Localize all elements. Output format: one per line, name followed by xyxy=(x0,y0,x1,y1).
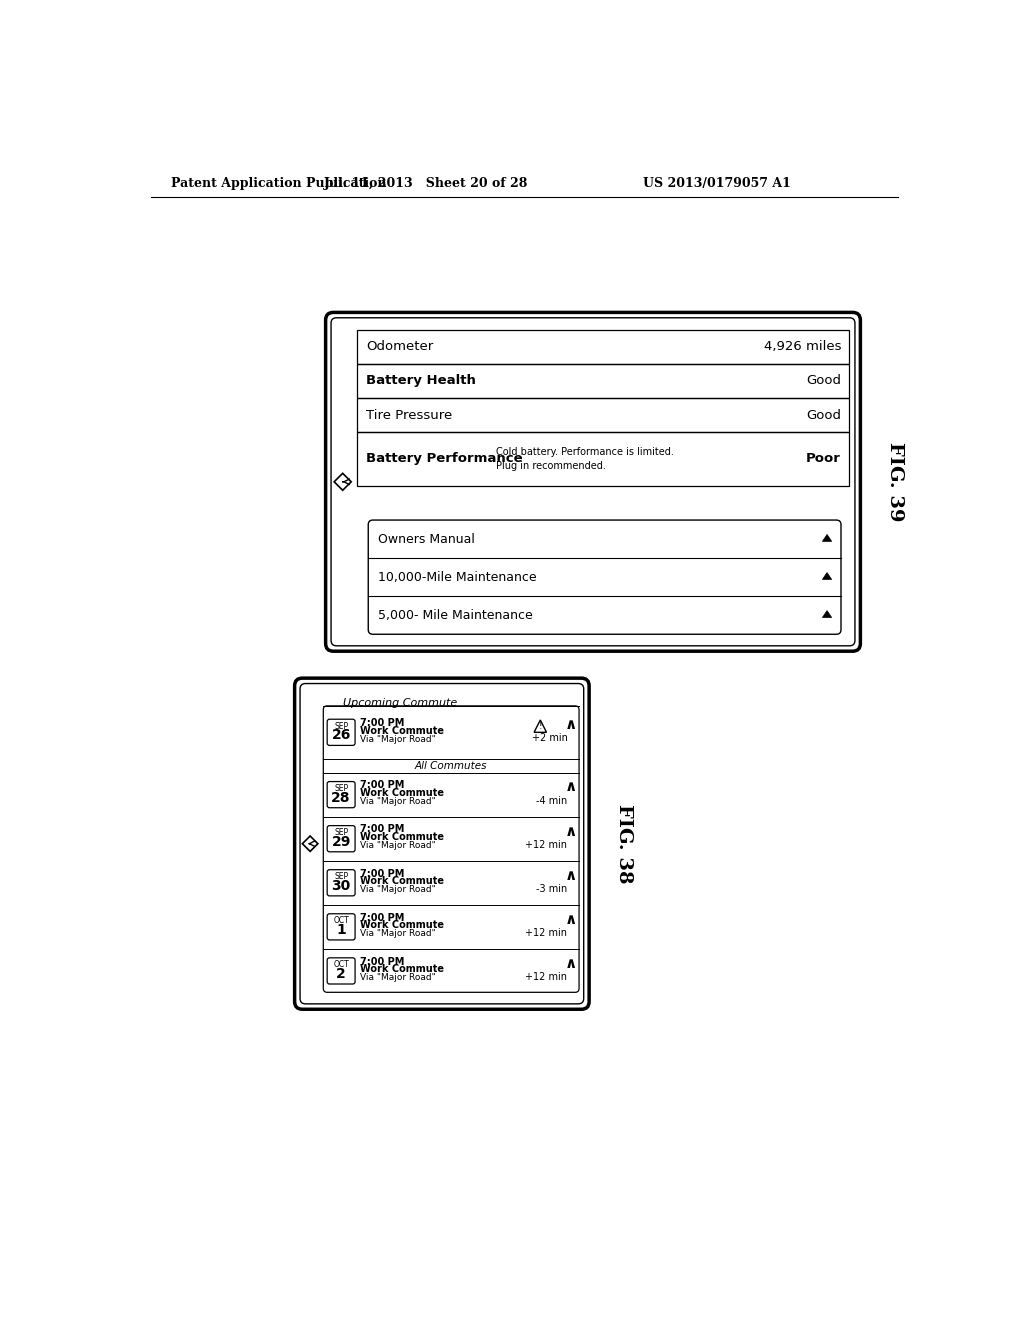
Text: 5,000- Mile Maintenance: 5,000- Mile Maintenance xyxy=(378,609,532,622)
Text: 7:00 PM: 7:00 PM xyxy=(359,912,404,923)
Text: 30: 30 xyxy=(332,879,351,892)
Text: OCT: OCT xyxy=(333,916,349,925)
Text: +12 min: +12 min xyxy=(525,928,567,939)
Text: ∧: ∧ xyxy=(565,779,578,795)
Polygon shape xyxy=(822,573,831,579)
Text: Patent Application Publication: Patent Application Publication xyxy=(171,177,386,190)
Text: SEP: SEP xyxy=(334,828,348,837)
Text: FIG. 39: FIG. 39 xyxy=(886,442,904,521)
Text: SEP: SEP xyxy=(334,784,348,793)
Polygon shape xyxy=(822,611,831,618)
Text: +12 min: +12 min xyxy=(525,972,567,982)
Bar xyxy=(356,399,849,433)
Text: ∧: ∧ xyxy=(565,867,578,883)
Text: Owners Manual: Owners Manual xyxy=(378,532,474,545)
Text: 29: 29 xyxy=(332,834,351,849)
Text: -3 min: -3 min xyxy=(537,884,567,894)
Text: Via "Major Road": Via "Major Road" xyxy=(359,735,435,743)
Text: ∧: ∧ xyxy=(565,717,578,733)
Text: Via "Major Road": Via "Major Road" xyxy=(359,797,435,807)
Text: ∧: ∧ xyxy=(565,912,578,927)
Text: Via "Major Road": Via "Major Road" xyxy=(359,929,435,939)
Text: SEP: SEP xyxy=(334,873,348,882)
Text: Work Commute: Work Commute xyxy=(359,832,443,842)
Text: +2 min: +2 min xyxy=(531,734,567,743)
Text: Work Commute: Work Commute xyxy=(359,788,443,799)
Polygon shape xyxy=(822,535,831,541)
Text: 7:00 PM: 7:00 PM xyxy=(359,780,404,791)
Text: !: ! xyxy=(539,722,542,731)
Text: SEP: SEP xyxy=(334,722,348,731)
Text: -4 min: -4 min xyxy=(537,796,567,805)
Text: Tire Pressure: Tire Pressure xyxy=(366,409,453,421)
Text: 7:00 PM: 7:00 PM xyxy=(359,718,404,729)
Text: 7:00 PM: 7:00 PM xyxy=(359,869,404,879)
Text: ∧: ∧ xyxy=(565,956,578,970)
Text: 1: 1 xyxy=(336,923,346,937)
Text: Battery Performance: Battery Performance xyxy=(366,453,522,466)
Text: Good: Good xyxy=(806,409,841,421)
Bar xyxy=(356,330,849,364)
Text: Odometer: Odometer xyxy=(366,341,433,354)
Text: ∧: ∧ xyxy=(565,824,578,838)
Text: 26: 26 xyxy=(332,729,351,742)
Text: US 2013/0179057 A1: US 2013/0179057 A1 xyxy=(643,177,791,190)
Text: All Commutes: All Commutes xyxy=(415,760,487,771)
Bar xyxy=(356,433,849,486)
Text: 10,000-Mile Maintenance: 10,000-Mile Maintenance xyxy=(378,570,537,583)
Text: FIG. 38: FIG. 38 xyxy=(615,804,633,883)
Text: Good: Good xyxy=(806,375,841,387)
Text: Work Commute: Work Commute xyxy=(359,965,443,974)
Text: 4,926 miles: 4,926 miles xyxy=(764,341,841,354)
Text: Work Commute: Work Commute xyxy=(359,726,443,735)
Text: 2: 2 xyxy=(336,968,346,981)
Bar xyxy=(356,364,849,399)
Text: Work Commute: Work Commute xyxy=(359,876,443,886)
Text: Poor: Poor xyxy=(806,453,841,466)
Text: Battery Health: Battery Health xyxy=(366,375,476,387)
Text: OCT: OCT xyxy=(333,960,349,969)
Text: 28: 28 xyxy=(332,791,351,805)
Text: 7:00 PM: 7:00 PM xyxy=(359,825,404,834)
Text: Upcoming Commute: Upcoming Commute xyxy=(343,698,457,708)
Text: Via "Major Road": Via "Major Road" xyxy=(359,973,435,982)
Text: +12 min: +12 min xyxy=(525,840,567,850)
Text: Work Commute: Work Commute xyxy=(359,920,443,931)
Text: Cold battery. Performance is limited.
Plug in recommended.: Cold battery. Performance is limited. Pl… xyxy=(496,447,674,470)
Text: 7:00 PM: 7:00 PM xyxy=(359,957,404,966)
Text: Jul. 11, 2013   Sheet 20 of 28: Jul. 11, 2013 Sheet 20 of 28 xyxy=(325,177,528,190)
Text: Via "Major Road": Via "Major Road" xyxy=(359,841,435,850)
Text: Via "Major Road": Via "Major Road" xyxy=(359,886,435,894)
